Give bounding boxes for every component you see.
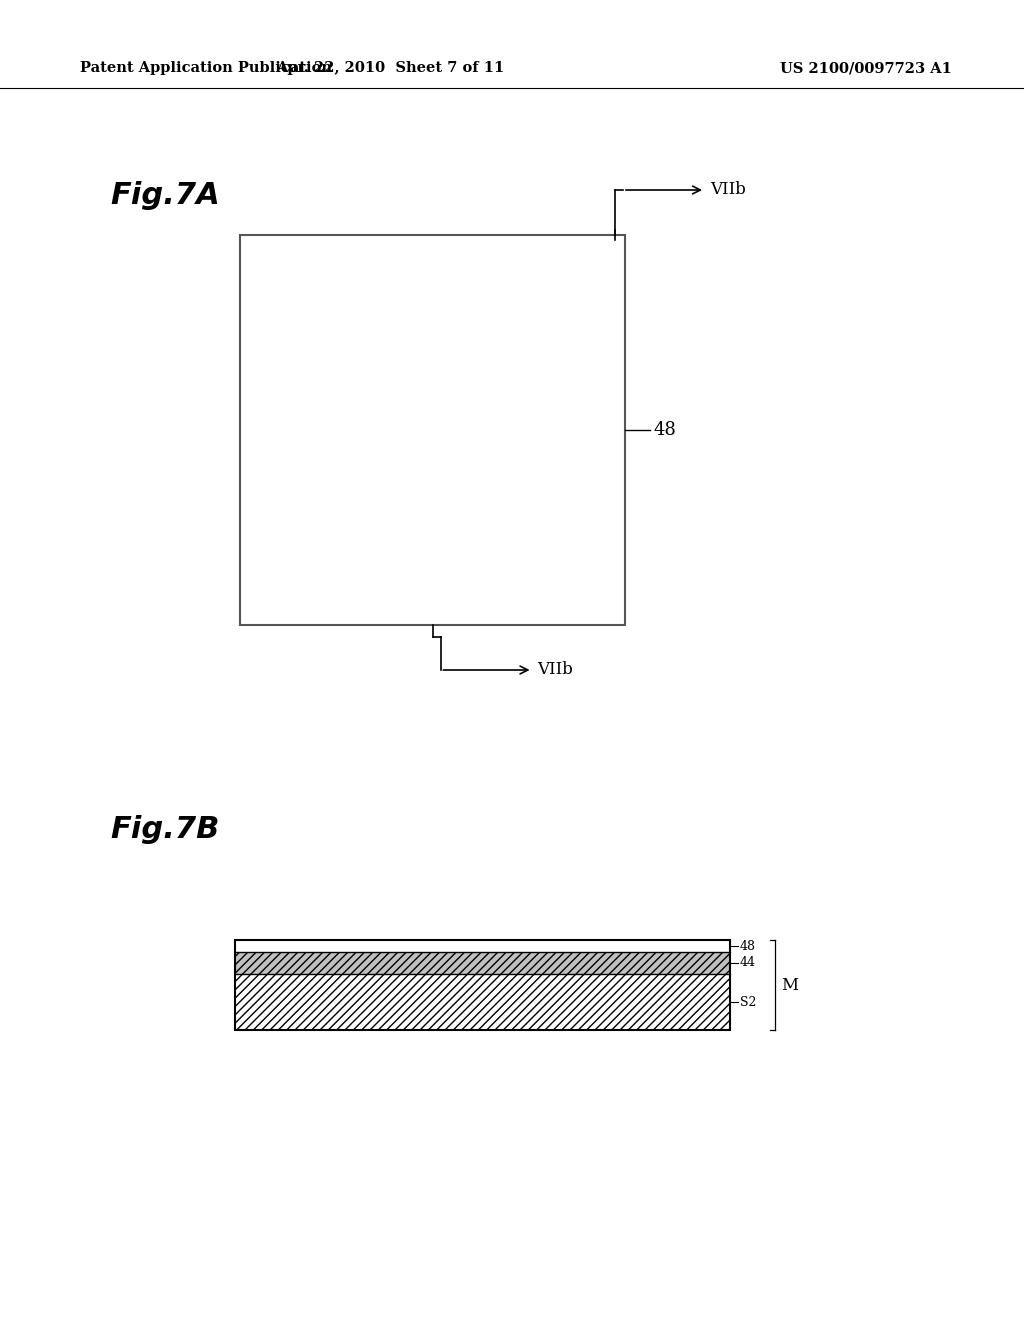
Text: 48: 48 — [740, 940, 756, 953]
Text: 44: 44 — [740, 957, 756, 969]
Bar — [234, 940, 730, 952]
Bar — [234, 940, 730, 1030]
Text: 48: 48 — [653, 421, 676, 440]
Text: Fig.7B: Fig.7B — [110, 816, 219, 845]
Bar — [234, 952, 730, 974]
Bar — [240, 235, 625, 624]
Text: VIIb: VIIb — [538, 661, 573, 678]
Bar — [234, 974, 730, 1030]
Text: Apr. 22, 2010  Sheet 7 of 11: Apr. 22, 2010 Sheet 7 of 11 — [275, 61, 504, 75]
Text: M: M — [781, 977, 798, 994]
Text: Patent Application Publication: Patent Application Publication — [80, 61, 332, 75]
Text: Fig.7A: Fig.7A — [110, 181, 220, 210]
Text: S2: S2 — [740, 995, 757, 1008]
Text: US 2100/0097723 A1: US 2100/0097723 A1 — [780, 61, 952, 75]
Text: VIIb: VIIb — [710, 181, 745, 198]
